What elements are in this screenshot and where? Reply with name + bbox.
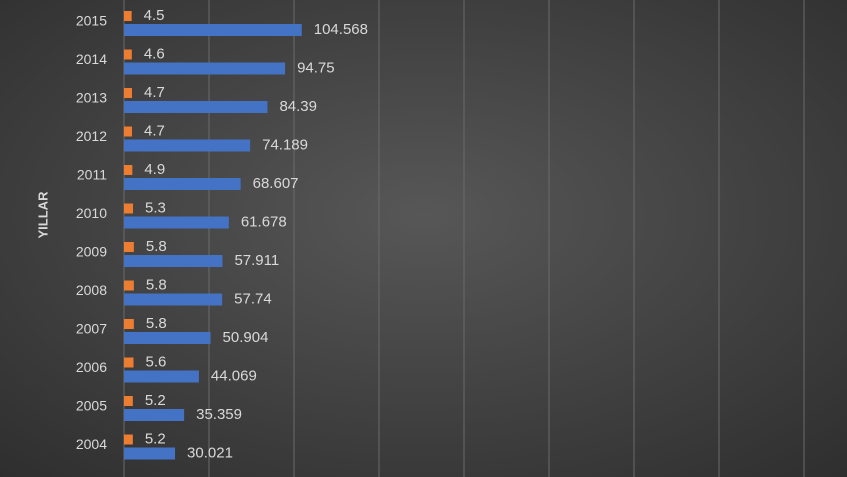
bar — [124, 216, 229, 229]
value-label: 5.6 — [146, 353, 167, 370]
bar — [124, 434, 133, 445]
bar — [124, 409, 185, 421]
y-tick-label: 2006 — [76, 359, 107, 375]
value-label: 57.911 — [234, 252, 279, 269]
value-label: 4.7 — [144, 84, 165, 101]
bar — [124, 280, 134, 291]
bar — [124, 447, 176, 460]
value-label: 84.39 — [279, 98, 317, 115]
value-label: 5.2 — [145, 392, 166, 409]
y-tick-label: 2014 — [76, 51, 107, 67]
y-tick-label: 2013 — [76, 90, 107, 106]
bar — [124, 319, 134, 329]
y-tick-label: 2004 — [76, 436, 107, 452]
bar — [124, 255, 223, 267]
bar — [124, 11, 132, 21]
y-tick-label: 2007 — [76, 321, 107, 337]
bar — [124, 396, 133, 406]
value-label: 44.069 — [211, 367, 257, 384]
bar — [124, 332, 211, 344]
value-label: 5.2 — [145, 430, 166, 447]
value-label: 4.5 — [144, 7, 165, 24]
y-tick-label: 2008 — [76, 282, 107, 298]
y-axis-label: YILLAR — [35, 191, 50, 239]
bar — [124, 293, 223, 306]
value-label: 74.189 — [262, 136, 308, 153]
y-tick-label: 2011 — [77, 167, 107, 183]
bar — [124, 24, 302, 36]
bar — [124, 242, 134, 252]
bar — [124, 88, 132, 98]
value-label: 5.8 — [146, 276, 167, 293]
value-label: 4.6 — [144, 45, 165, 62]
bar — [124, 101, 268, 113]
value-label: 35.359 — [196, 406, 242, 423]
value-label: 5.8 — [146, 315, 167, 332]
value-label: 50.904 — [223, 329, 269, 346]
y-tick-label: 2015 — [76, 13, 107, 29]
value-label: 61.678 — [241, 213, 287, 230]
bar — [124, 62, 286, 75]
value-label: 30.021 — [187, 444, 233, 461]
value-label: 5.3 — [145, 199, 166, 216]
y-tick-label: 2010 — [76, 205, 107, 221]
y-tick-label: 2005 — [76, 398, 107, 414]
value-label: 4.7 — [144, 122, 165, 139]
bar — [124, 139, 251, 152]
value-label: 68.607 — [253, 175, 299, 192]
bar — [124, 370, 199, 383]
bar — [124, 357, 134, 368]
bar — [124, 49, 132, 60]
y-tick-label: 2009 — [76, 244, 107, 260]
value-label: 94.75 — [297, 59, 335, 76]
y-tick-label: 2012 — [76, 128, 107, 144]
value-label: 5.8 — [146, 238, 167, 255]
value-label: 4.9 — [144, 161, 165, 178]
bar — [124, 178, 241, 190]
value-label: 57.74 — [234, 290, 272, 307]
value-label: 104.568 — [314, 21, 368, 38]
bar — [124, 165, 133, 175]
bar — [124, 126, 132, 137]
bar — [124, 203, 134, 214]
